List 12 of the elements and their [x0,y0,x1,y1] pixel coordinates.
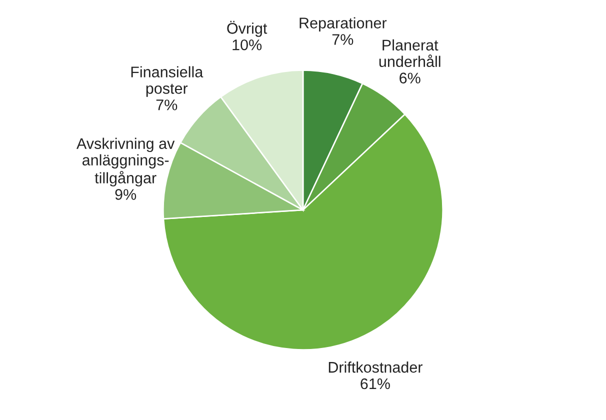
data-label: 6% [400,72,420,84]
slice-label: Avskrivning av anläggnings- tillgångar [76,138,175,186]
slice-label: Finansiella poster [131,66,204,97]
slice-label: Övrigt [227,20,268,37]
data-label: 10% [232,39,262,50]
data-label: 7% [332,34,354,45]
slice-label: Planerat underhåll [379,39,440,68]
data-label: 9% [115,189,136,200]
slice-label: Reparationer [300,17,387,32]
data-label: 7% [156,100,178,110]
slice-label: Driftkostnader [328,362,422,373]
data-label: 61% [360,378,390,390]
